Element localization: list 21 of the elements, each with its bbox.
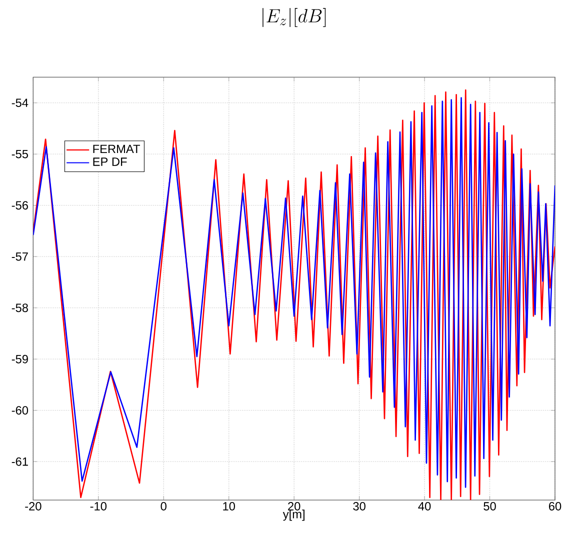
y-tick-label: -54 — [12, 98, 28, 108]
y-tick-label: -57 — [12, 252, 28, 261]
legend-label: EP DF — [93, 158, 127, 166]
x-tick-label: 20 — [288, 502, 300, 511]
x-tick-label: -10 — [90, 502, 107, 511]
x-tick-label: 50 — [484, 502, 496, 511]
y-tick-label: -56 — [12, 201, 28, 210]
y-tick-label: -59 — [12, 355, 28, 364]
x-tick-label: -20 — [25, 502, 42, 511]
y-tick-label: -55 — [12, 150, 28, 158]
chart-title: $|E_z|[dB]$ — [262, 8, 326, 28]
x-tick-label: 0 — [160, 502, 166, 511]
x-tick-label: 60 — [548, 502, 562, 511]
x-tick-label: 30 — [353, 502, 366, 511]
x-tick-label: 10 — [223, 502, 235, 511]
legend-label: FERMAT — [93, 145, 140, 154]
y-tick-label: -61 — [12, 458, 28, 466]
x-tick-label: 40 — [418, 502, 431, 511]
y-tick-label: -58 — [12, 304, 28, 312]
x-axis-title: y[m] — [282, 510, 304, 521]
y-tick-label: -60 — [12, 406, 28, 415]
